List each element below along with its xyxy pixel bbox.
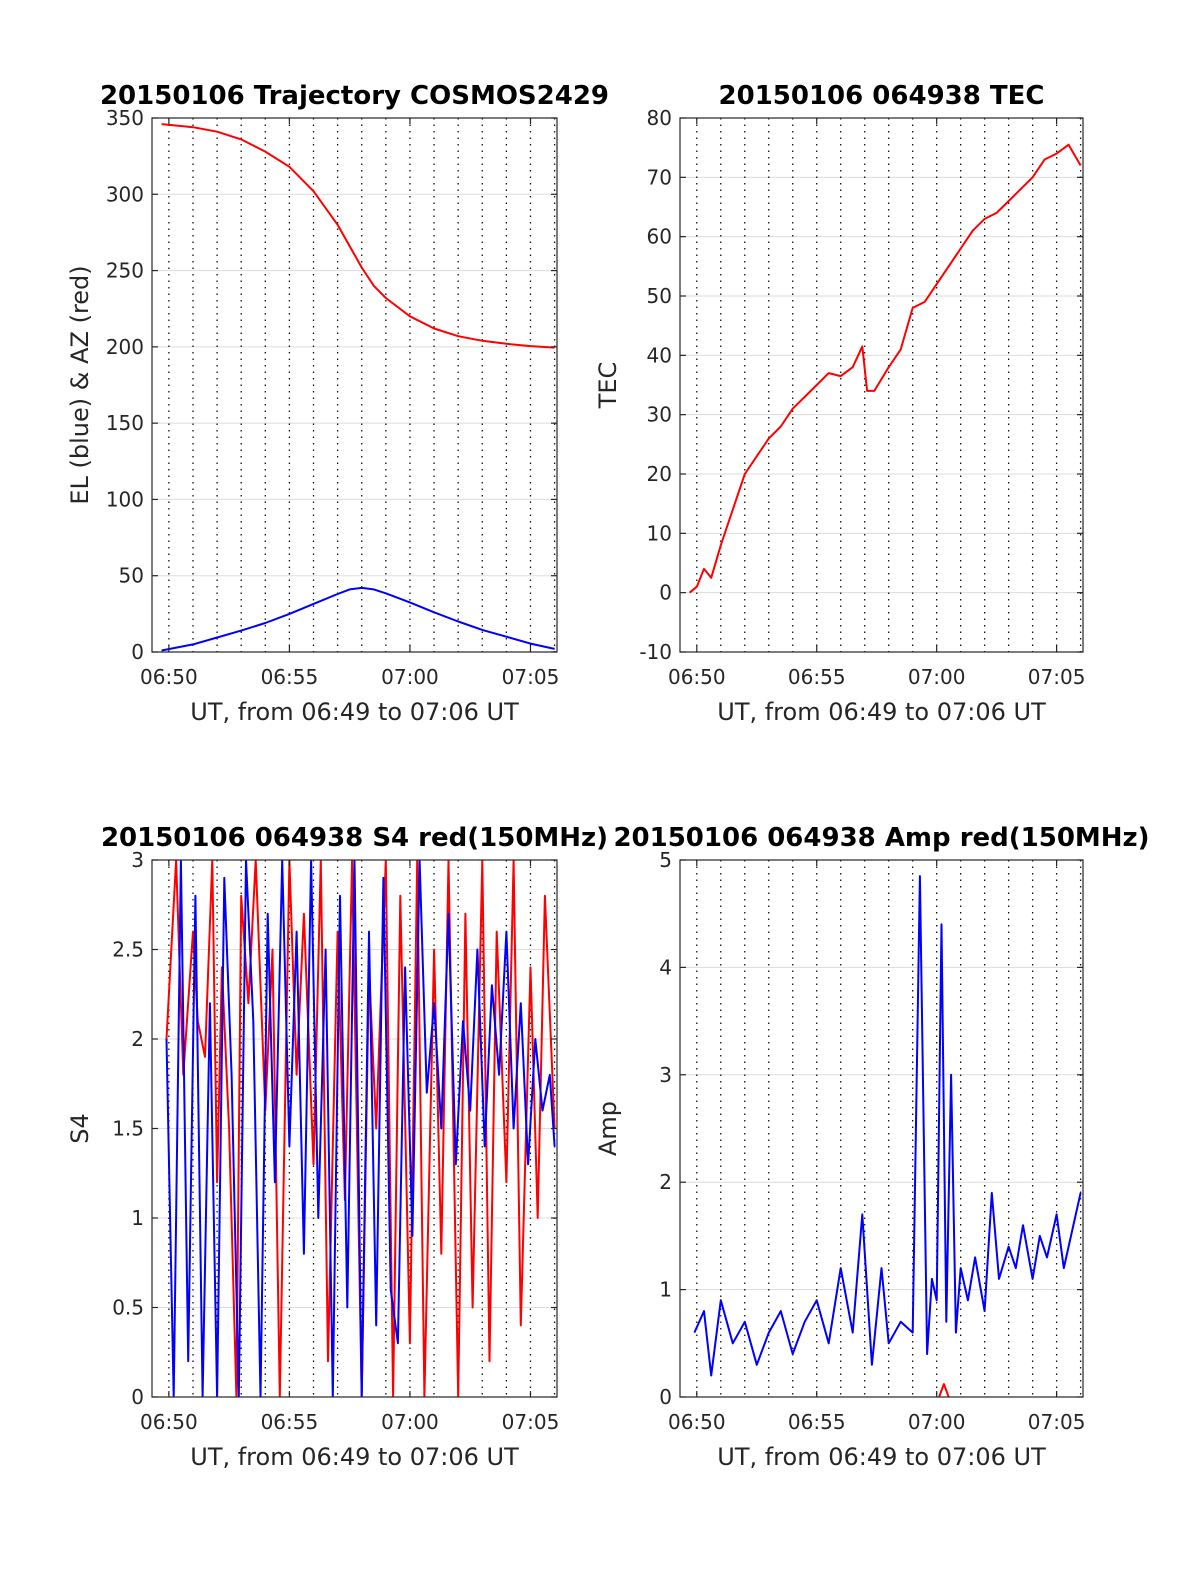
- amp-ytick-label-1: 1: [659, 1278, 672, 1302]
- trajectory-xtick-label-0: 06:50: [140, 665, 198, 689]
- s4-ytick-label-3: 1.5: [112, 1117, 144, 1141]
- trajectory-series-0: [162, 124, 555, 348]
- s4-ytick-label-1: 0.5: [112, 1296, 144, 1320]
- trajectory-ytick-label-0: 0: [131, 640, 144, 664]
- trajectory-xtick-label-2: 07:00: [381, 665, 439, 689]
- trajectory-ytick-label-1: 50: [119, 564, 144, 588]
- amp-xtick-label-1: 06:55: [788, 1410, 846, 1434]
- tec-xtick-label-3: 07:05: [1028, 665, 1086, 689]
- amp-xtick-label-0: 06:50: [668, 1410, 726, 1434]
- tec-ytick-label-4: 30: [647, 403, 672, 427]
- amp-ylabel: Amp: [594, 1101, 622, 1156]
- amp-series-0: [694, 876, 1080, 1375]
- s4-xtick-label-0: 06:50: [140, 1410, 198, 1434]
- amp-xlabel: UT, from 06:49 to 07:06 UT: [717, 1443, 1046, 1471]
- tec-ytick-label-7: 60: [647, 225, 672, 249]
- amp-frame: [680, 860, 1083, 1397]
- tec-xlabel: UT, from 06:49 to 07:06 UT: [717, 698, 1046, 726]
- amp-xtick-label-3: 07:05: [1028, 1410, 1086, 1434]
- tec-xtick-label-0: 06:50: [668, 665, 726, 689]
- s4-ytick-label-0: 0: [131, 1385, 144, 1409]
- trajectory-ytick-label-5: 250: [106, 259, 144, 283]
- s4-ytick-label-5: 2.5: [112, 938, 144, 962]
- s4-ytick-label-2: 1: [131, 1206, 144, 1230]
- tec-series-0: [690, 145, 1081, 593]
- amp-ytick-label-2: 2: [659, 1170, 672, 1194]
- amp-ytick-label-3: 3: [659, 1063, 672, 1087]
- amp-ytick-label-4: 4: [659, 955, 672, 979]
- tec-ytick-label-8: 70: [647, 165, 672, 189]
- s4-ytick-label-4: 2: [131, 1027, 144, 1051]
- tec-ytick-label-2: 10: [647, 521, 672, 545]
- trajectory-frame: [152, 118, 557, 652]
- tec-ytick-label-1: 0: [659, 581, 672, 605]
- tec-frame: [680, 118, 1083, 652]
- amp-title: 20150106 064938 Amp red(150MHz): [613, 823, 1149, 853]
- tec-ytick-label-9: 80: [647, 106, 672, 130]
- s4-title: 20150106 064938 S4 red(150MHz): [101, 823, 608, 853]
- trajectory-ytick-label-2: 100: [106, 487, 144, 511]
- tec-xtick-label-2: 07:00: [908, 665, 966, 689]
- s4-xlabel: UT, from 06:49 to 07:06 UT: [190, 1443, 519, 1471]
- trajectory-ytick-label-3: 150: [106, 411, 144, 435]
- tec-ytick-label-6: 50: [647, 284, 672, 308]
- s4-ylabel: S4: [66, 1113, 94, 1144]
- tec-ytick-label-0: -10: [639, 640, 672, 664]
- figure: 05010015020025030035006:50 06:55 07:00 07:0…: [0, 0, 1200, 1575]
- amp-ytick-label-0: 0: [659, 1385, 672, 1409]
- trajectory-ytick-label-6: 300: [106, 182, 144, 206]
- s4-xtick-label-1: 06:55: [261, 1410, 319, 1434]
- trajectory-title: 20150106 Trajectory COSMOS2429: [100, 81, 609, 111]
- trajectory-xlabel: UT, from 06:49 to 07:06 UT: [190, 698, 519, 726]
- trajectory-xtick-label-1: 06:55: [261, 665, 319, 689]
- s4-xtick-label-2: 07:00: [381, 1410, 439, 1434]
- tec-xtick-label-1: 06:55: [788, 665, 846, 689]
- tec-ytick-label-5: 40: [647, 343, 672, 367]
- tec-panel: -10 0 10 20 30 40 50 60 70 80 06:50 06:55 07:00 07:05…: [594, 81, 1085, 726]
- trajectory-series-1: [162, 588, 555, 651]
- trajectory-ylabel: EL (blue) & AZ (red): [66, 265, 94, 504]
- trajectory-xtick-label-3: 07:05: [502, 665, 560, 689]
- trajectory-ytick-label-4: 200: [106, 335, 144, 359]
- tec-title: 20150106 064938 TEC: [719, 81, 1045, 111]
- tec-ytick-label-3: 20: [647, 462, 672, 486]
- amp-series-1: [939, 1384, 949, 1397]
- s4-xtick-label-3: 07:05: [502, 1410, 560, 1434]
- amp-xtick-label-2: 07:00: [908, 1410, 966, 1434]
- tec-ylabel: TEC: [594, 362, 622, 410]
